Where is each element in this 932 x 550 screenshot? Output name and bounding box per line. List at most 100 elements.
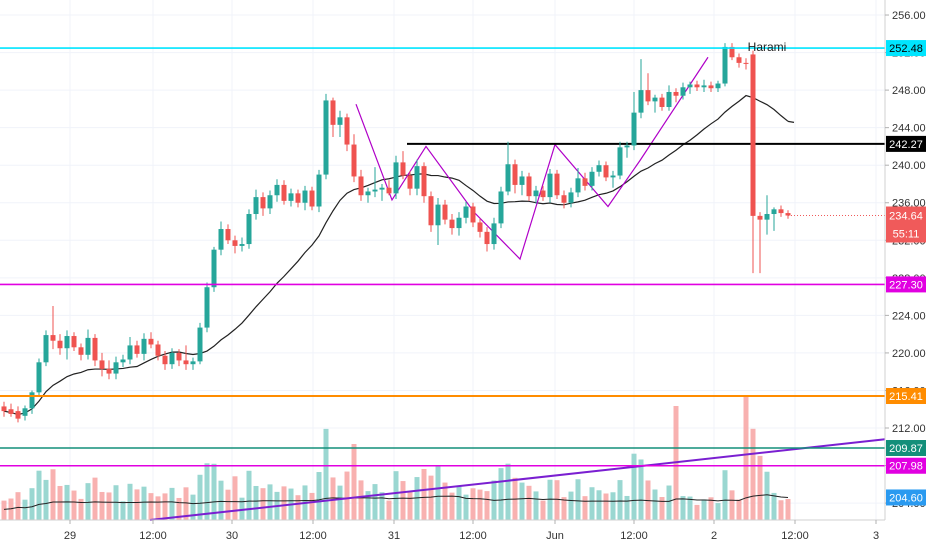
- volume-bar: [218, 480, 224, 520]
- level-tag-text-215.41: 215.41: [889, 391, 923, 403]
- volume-bar: [71, 490, 77, 520]
- volume-bar: [596, 490, 602, 520]
- volume-bar: [22, 499, 28, 520]
- volume-bar: [253, 485, 259, 520]
- candle-body: [491, 223, 497, 245]
- volume-bar: [372, 484, 378, 520]
- volume-bar: [778, 500, 784, 520]
- candle-body: [687, 84, 693, 88]
- level-tag-text-207.98: 207.98: [889, 461, 923, 473]
- candle-body: [533, 190, 539, 197]
- candles: [1, 43, 791, 423]
- candle-body: [169, 352, 175, 365]
- volume-bar: [540, 500, 546, 520]
- candle-body: [386, 187, 392, 194]
- candle-body: [575, 178, 581, 193]
- x-tick-label: Jun: [546, 530, 564, 542]
- candle-body: [134, 345, 140, 354]
- candle-body: [596, 165, 602, 172]
- candle-body: [540, 190, 546, 198]
- volume-bar: [141, 486, 147, 520]
- volume-bar: [358, 480, 364, 520]
- volume-bar: [715, 503, 721, 520]
- volume-bar: [148, 493, 154, 520]
- volume-bar: [92, 477, 98, 520]
- horizontal-levels[interactable]: [0, 47, 885, 467]
- candle-body: [183, 360, 189, 365]
- candle-body: [113, 362, 119, 374]
- y-axis[interactable]: 256.00252.00248.00244.00240.00236.00232.…: [885, 10, 926, 510]
- volume-bar: [603, 493, 609, 520]
- volume-bar: [568, 491, 574, 520]
- y-tick-label: 224.00: [892, 310, 926, 322]
- candle-body: [197, 327, 203, 362]
- volume-bar: [631, 453, 637, 520]
- candle-body: [680, 87, 686, 96]
- volume-bar: [64, 484, 70, 520]
- x-tick-label: 3: [873, 530, 879, 542]
- candle-body: [484, 231, 490, 245]
- candle-body: [463, 206, 469, 218]
- zigzag-pattern: [355, 56, 709, 261]
- volume-bar: [50, 469, 56, 520]
- candle-body: [757, 215, 763, 220]
- candle-body: [603, 165, 609, 178]
- volume-bar: [708, 497, 714, 520]
- volume-bar: [554, 480, 560, 520]
- volume-bar: [666, 485, 672, 520]
- volume-bar: [505, 463, 511, 520]
- volume-bar: [652, 489, 658, 520]
- volume-bar: [99, 491, 105, 520]
- candle-body: [1, 406, 7, 412]
- price-tags: 252.48 242.27 227.30 215.41 209.87 207.98 234.…: [886, 40, 932, 550]
- level-tag-text-209.87: 209.87: [889, 443, 923, 455]
- volume-bar: [225, 489, 231, 520]
- volume-ma-line: [3, 494, 789, 510]
- candle-body: [267, 195, 273, 209]
- volume-bar: [120, 501, 126, 520]
- candle-body: [211, 249, 217, 288]
- candle-body: [330, 100, 336, 125]
- candle-body: [64, 336, 70, 349]
- volume-bar: [694, 504, 700, 520]
- volume-bar: [127, 483, 133, 520]
- candle-body: [701, 85, 707, 88]
- volume-bar: [36, 470, 42, 520]
- y-tick-label: 212.00: [892, 423, 926, 435]
- candle-body: [554, 173, 560, 196]
- candle-body: [365, 191, 371, 196]
- candle-body: [36, 362, 42, 393]
- x-tick-label: 12:00: [459, 530, 487, 542]
- harami-annotation: Harami: [748, 40, 787, 54]
- volume-bar: [43, 479, 49, 520]
- candle-body: [568, 192, 574, 203]
- volume-bar: [729, 490, 735, 520]
- candle-body: [43, 335, 49, 363]
- candle-body: [274, 184, 280, 196]
- volume-bar: [617, 480, 623, 520]
- volume-bar: [757, 455, 763, 520]
- countdown-text: 55:11: [893, 229, 920, 241]
- candle-body: [421, 166, 427, 197]
- volume-bar: [295, 495, 301, 520]
- candle-body: [638, 90, 644, 113]
- candle-body: [715, 83, 721, 89]
- level-tag-242.27: [886, 135, 926, 152]
- candle-body: [295, 193, 301, 203]
- candle-body: [344, 117, 350, 145]
- level-tag-text-252.48: 252.48: [889, 43, 923, 55]
- volume-bar: [379, 492, 385, 520]
- candle-body: [666, 91, 672, 108]
- level-tag-209.87: [886, 440, 926, 457]
- rising-trendline: [149, 438, 886, 521]
- partial-level-tag: [886, 489, 926, 506]
- candle-body: [442, 204, 448, 220]
- volume-bar: [162, 493, 168, 520]
- candle-body: [743, 62, 749, 64]
- candle-body: [477, 222, 483, 232]
- candle-body: [407, 175, 413, 189]
- x-axis[interactable]: 29 12:00 30 12:00 31 12:00 Jun 12:00 2 12:00 3: [64, 520, 879, 542]
- volume-bar: [351, 444, 357, 520]
- candle-body: [155, 344, 161, 356]
